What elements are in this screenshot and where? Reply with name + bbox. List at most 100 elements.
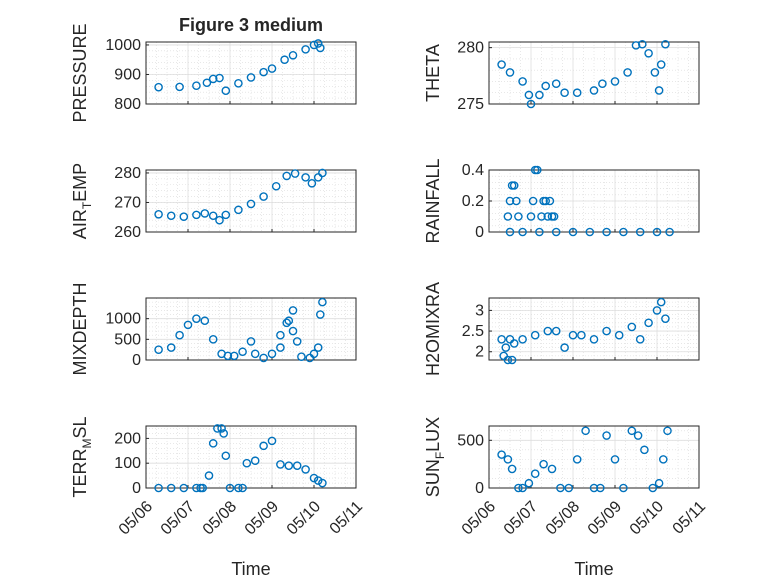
y-tick-label: 260 xyxy=(114,224,141,241)
data-point xyxy=(282,171,292,181)
data-point xyxy=(602,227,611,237)
subplot-rainfall: 0 0.2 0.4 RAINFALL xyxy=(423,158,700,244)
data-point xyxy=(276,343,285,352)
data-point xyxy=(623,68,632,77)
data-point xyxy=(215,215,224,225)
axes-box xyxy=(145,169,357,233)
data-point xyxy=(503,355,513,365)
x-tick-label: 05/09 xyxy=(242,498,282,538)
x-tick-label: 05/11 xyxy=(327,498,367,538)
axes-box xyxy=(145,41,357,105)
data-point xyxy=(288,306,298,315)
data-point xyxy=(549,212,559,221)
y-tick-label: 0 xyxy=(475,224,484,241)
data-point xyxy=(276,460,285,469)
y-tick-label: 280 xyxy=(114,165,141,182)
data-point xyxy=(656,60,666,69)
y-tick-label: 3 xyxy=(475,302,484,319)
data-point xyxy=(208,74,218,84)
data-point xyxy=(543,212,553,221)
axes-box xyxy=(145,425,357,489)
data-point xyxy=(505,227,515,237)
data-point xyxy=(284,461,294,470)
data-point xyxy=(505,196,515,206)
y-tick-label: 800 xyxy=(114,96,141,113)
data-point xyxy=(640,445,649,455)
data-point xyxy=(661,314,670,323)
axes-box xyxy=(488,41,700,105)
data-point xyxy=(246,199,256,209)
data-point xyxy=(250,349,260,359)
data-point xyxy=(509,181,519,190)
x-tick-label: 05/07 xyxy=(158,498,198,538)
y-tick-label: 0.2 xyxy=(462,193,484,210)
data-point xyxy=(166,343,176,352)
data-point xyxy=(541,81,551,91)
data-point xyxy=(276,330,285,340)
data-point xyxy=(663,426,672,436)
y-tick-label: 500 xyxy=(457,432,484,449)
data-point xyxy=(614,330,624,340)
data-point xyxy=(301,465,310,474)
data-point xyxy=(225,483,235,493)
data-point xyxy=(215,73,224,83)
data-point xyxy=(509,339,519,348)
y-tick-label: 1000 xyxy=(105,311,141,328)
data-point xyxy=(313,343,323,352)
data-point xyxy=(166,483,176,493)
data-point xyxy=(505,68,515,77)
data-point xyxy=(288,50,298,60)
subplot-theta: 275 280 THETA xyxy=(423,39,700,113)
data-point xyxy=(572,88,582,98)
data-point xyxy=(661,39,670,49)
data-point xyxy=(507,464,517,474)
data-point xyxy=(154,82,163,92)
data-point xyxy=(652,227,662,237)
data-point xyxy=(541,196,551,206)
data-point xyxy=(526,99,536,109)
data-point xyxy=(288,326,298,336)
data-point xyxy=(497,335,506,344)
data-point xyxy=(556,483,565,493)
y-tick-label: 0.4 xyxy=(462,162,484,179)
subplot-air_temp: 260 270 280 AIRTEMP xyxy=(70,163,357,241)
data-point xyxy=(192,210,201,220)
data-point xyxy=(318,297,327,307)
data-point xyxy=(234,205,243,215)
data-point xyxy=(200,316,210,326)
y-axis-label: MIXDEPTH xyxy=(70,282,90,375)
figure-title: Figure 3 medium xyxy=(179,15,323,35)
data-point xyxy=(196,483,205,493)
data-point xyxy=(656,297,666,307)
data-point xyxy=(533,165,542,175)
data-point xyxy=(518,335,527,344)
subplot-terr_msl: 05/06 05/07 05/08 05/09 05/10 05/11 0 100 200 TER… xyxy=(70,416,366,538)
data-point xyxy=(654,86,664,95)
y-axis-label: AIRTEMP xyxy=(70,163,94,239)
x-tick-label: 05/09 xyxy=(585,498,625,538)
data-point xyxy=(568,330,578,340)
data-point xyxy=(309,473,319,483)
y-tick-label: 0 xyxy=(475,480,484,497)
data-point xyxy=(560,88,569,98)
data-point xyxy=(577,330,586,340)
data-point xyxy=(154,209,163,219)
y-tick-label: 1000 xyxy=(105,37,141,54)
data-point xyxy=(154,345,163,354)
data-point xyxy=(318,478,327,488)
y-axis-label: RAINFALL xyxy=(423,158,443,243)
data-point xyxy=(221,210,231,220)
x-tick-label: 05/06 xyxy=(116,498,156,538)
y-axis-label: PRESSURE xyxy=(70,23,90,122)
data-point xyxy=(535,90,544,100)
data-point xyxy=(200,209,210,218)
data-point xyxy=(633,431,643,440)
data-point xyxy=(183,320,193,330)
subplot-h2omixra: 2 2.5 3 H2OMIXRA xyxy=(423,282,700,376)
data-point xyxy=(659,455,668,464)
data-point xyxy=(644,318,653,328)
y-tick-label: 2 xyxy=(475,344,484,361)
data-point xyxy=(259,353,268,363)
